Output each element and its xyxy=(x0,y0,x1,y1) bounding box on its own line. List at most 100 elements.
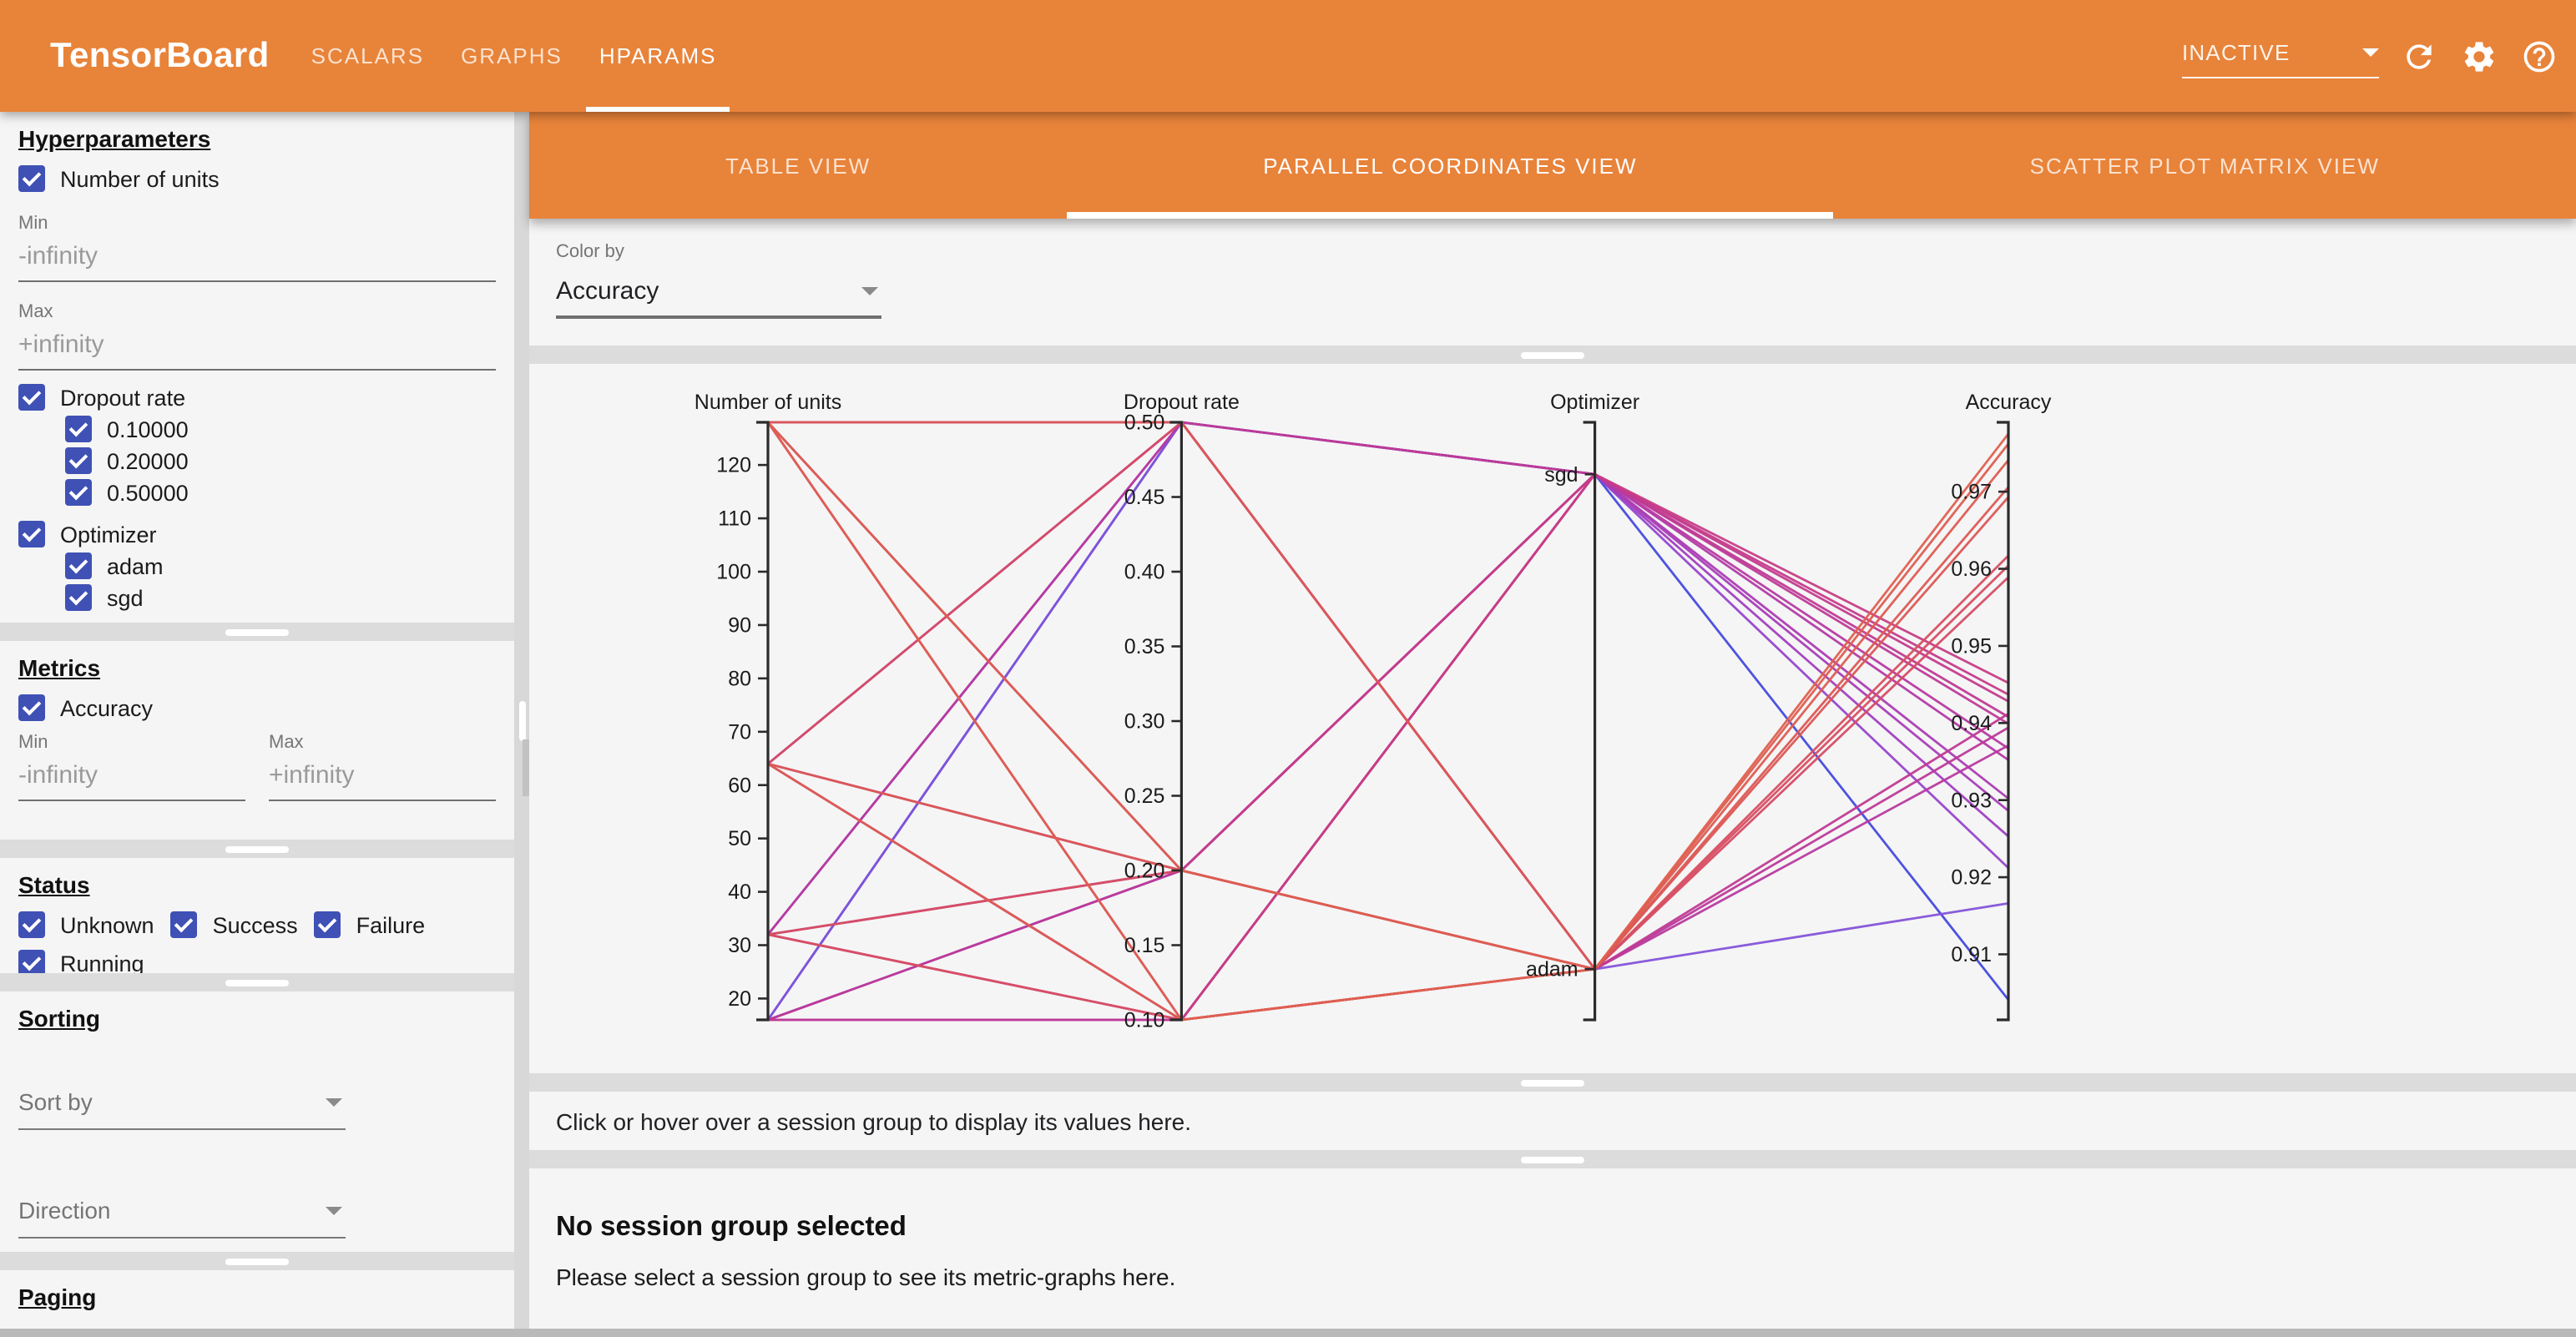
value-checkbox-adam-label: adam xyxy=(107,553,164,578)
axis-tick-label: 0.25 xyxy=(1124,785,1165,808)
metric-min-field: Min -infinity xyxy=(18,733,245,801)
max-field-label: Max xyxy=(18,302,53,322)
value-checkbox-sgd[interactable] xyxy=(65,584,92,611)
drag-grip xyxy=(518,701,525,741)
direction-select[interactable]: Direction xyxy=(18,1190,346,1239)
axis-tick-label: 0.45 xyxy=(1124,486,1165,509)
panel-resize-handle[interactable] xyxy=(529,1150,2576,1168)
color-by-value: Accuracy xyxy=(556,277,659,305)
settings-button[interactable] xyxy=(2459,36,2499,76)
value-checkbox-0-50000[interactable] xyxy=(65,479,92,506)
parallel-coordinates-svg[interactable]: Number of units 20 30 40 50 60 70 80 90 100 110 120… xyxy=(529,364,2576,1073)
gear-icon xyxy=(2464,41,2494,71)
drag-grip xyxy=(1521,351,1584,358)
metric-min-field-input[interactable]: -infinity xyxy=(18,753,245,801)
chevron-down-icon xyxy=(2362,48,2379,56)
status-title: Status xyxy=(18,871,90,898)
session-group-line[interactable] xyxy=(766,421,2010,1021)
tab-table-view[interactable]: TABLE VIEW xyxy=(529,112,1067,219)
status-checkbox-running-label: Running xyxy=(60,951,144,973)
plugin-nav: SCALARS GRAPHS HPARAMS xyxy=(293,0,735,112)
session-group-line[interactable] xyxy=(766,421,2009,1022)
sidebar-resize-handle[interactable] xyxy=(514,112,529,1337)
axis-tick-label: 0.96 xyxy=(1951,558,1992,581)
color-by-select[interactable]: Accuracy xyxy=(556,267,881,319)
chevron-down-icon xyxy=(326,1097,342,1106)
tab-scatter-plot-matrix-view[interactable]: SCATTER PLOT MATRIX VIEW xyxy=(1834,112,2576,219)
metric-list: Accuracy Min -infinity Max +infinity xyxy=(18,693,496,801)
session-group-line[interactable] xyxy=(768,421,2010,971)
tab-scatter-plot-matrix-view-label: SCATTER PLOT MATRIX VIEW xyxy=(2029,153,2380,178)
nav-graphs[interactable]: GRAPHS xyxy=(442,0,581,112)
session-group-line[interactable] xyxy=(766,421,2010,1022)
hparam-checkbox-dropout-rate-label: Dropout rate xyxy=(60,385,186,410)
tab-parallel-coordinates-view-label: PARALLEL COORDINATES VIEW xyxy=(1263,153,1638,178)
session-group-line[interactable] xyxy=(766,421,2009,872)
status-checkbox-unknown[interactable] xyxy=(18,911,45,938)
section-resize-handle[interactable] xyxy=(0,840,514,858)
horizontal-scrollbar[interactable] xyxy=(0,1329,2576,1337)
panel-resize-handle[interactable] xyxy=(529,346,2576,364)
app-title: TensorBoard xyxy=(50,36,270,74)
section-resize-handle[interactable] xyxy=(0,973,514,991)
chevron-down-icon xyxy=(326,1206,342,1214)
nav-hparams[interactable]: HPARAMS xyxy=(581,0,735,112)
help-button[interactable] xyxy=(2519,36,2559,76)
status-checkbox-unknown-label: Unknown xyxy=(60,912,154,937)
hparam-checkbox-dropout-rate[interactable] xyxy=(18,384,45,411)
panel-resize-handle[interactable] xyxy=(529,1073,2576,1092)
sorting-title: Sorting xyxy=(18,1005,100,1032)
axis-tick-label: 100 xyxy=(716,561,751,584)
value-checkbox-0-10000-row: 0.10000 xyxy=(65,414,496,444)
metric-range-row: Min -infinity Max +infinity xyxy=(18,723,496,801)
session-group-line[interactable] xyxy=(766,421,2010,971)
hparam-checkbox-number-of-units[interactable] xyxy=(18,165,45,192)
axis-title: Dropout rate xyxy=(1124,391,1240,414)
status-checkbox-failure[interactable] xyxy=(314,911,341,938)
value-checkbox-0-20000[interactable] xyxy=(65,447,92,474)
axis-tick-label: 110 xyxy=(718,507,751,531)
sidebar-scrollbar-thumb[interactable] xyxy=(523,739,529,796)
paging-section: Paging Number of matching session groups… xyxy=(0,1270,514,1337)
sort-by-placeholder: Sort by xyxy=(18,1088,93,1115)
axis-tick-label: 0.10 xyxy=(1124,1009,1165,1032)
max-field-input[interactable]: +infinity xyxy=(18,322,496,371)
axis-tick-label: adam xyxy=(1526,958,1578,981)
min-field-input[interactable]: -infinity xyxy=(18,234,496,282)
status-checkbox-success-label: Success xyxy=(212,912,298,937)
section-resize-handle[interactable] xyxy=(0,1252,514,1270)
session-group-line[interactable] xyxy=(767,459,2010,1022)
drag-grip xyxy=(225,979,289,986)
session-group-line[interactable] xyxy=(767,486,2010,971)
tab-parallel-coordinates-view[interactable]: PARALLEL COORDINATES VIEW xyxy=(1067,112,1834,219)
metric-checkbox-accuracy[interactable] xyxy=(18,694,45,721)
session-group-line[interactable] xyxy=(767,726,2009,1022)
value-checkbox-0-10000[interactable] xyxy=(65,416,92,442)
sidebar: Hyperparameters Number of units Min -infin… xyxy=(0,112,514,1337)
axis-title: Accuracy xyxy=(1966,391,2052,414)
appbar-actions: INACTIVE xyxy=(2182,34,2559,78)
status-options: Unknown Success Failure Running xyxy=(18,901,496,973)
status-checkbox-failure-row: Failure xyxy=(314,910,425,940)
session-values-bar: Click or hover over a session group to d… xyxy=(529,1092,2576,1150)
nav-scalars[interactable]: SCALARS xyxy=(293,0,442,112)
hparam-checkbox-number-of-units-row: Number of units xyxy=(18,164,496,194)
value-checkbox-0-50000-row: 0.50000 xyxy=(65,477,496,507)
parallel-coordinates-chart[interactable]: Number of units 20 30 40 50 60 70 80 90 100 110 120… xyxy=(529,364,2576,1073)
status-dropdown[interactable]: INACTIVE xyxy=(2182,34,2379,78)
session-group-line[interactable] xyxy=(766,421,2009,1021)
section-resize-handle[interactable] xyxy=(0,623,514,641)
value-checkbox-adam[interactable] xyxy=(65,552,92,579)
sort-by-select[interactable]: Sort by xyxy=(18,1082,346,1130)
axis-tick-label: 0.91 xyxy=(1951,943,1992,966)
hyperparameters-title: Hyperparameters xyxy=(18,125,211,152)
reload-button[interactable] xyxy=(2399,36,2439,76)
drag-grip xyxy=(225,1258,289,1264)
axis-tick-label: 60 xyxy=(728,774,751,797)
status-checkbox-running[interactable] xyxy=(18,950,45,973)
hparam-checkbox-optimizer[interactable] xyxy=(18,521,45,547)
session-detail-panel: No session group selected Please select … xyxy=(529,1168,2576,1337)
chevron-down-icon xyxy=(861,287,878,295)
status-checkbox-success[interactable] xyxy=(170,911,198,938)
metric-max-field-input[interactable]: +infinity xyxy=(269,753,496,801)
